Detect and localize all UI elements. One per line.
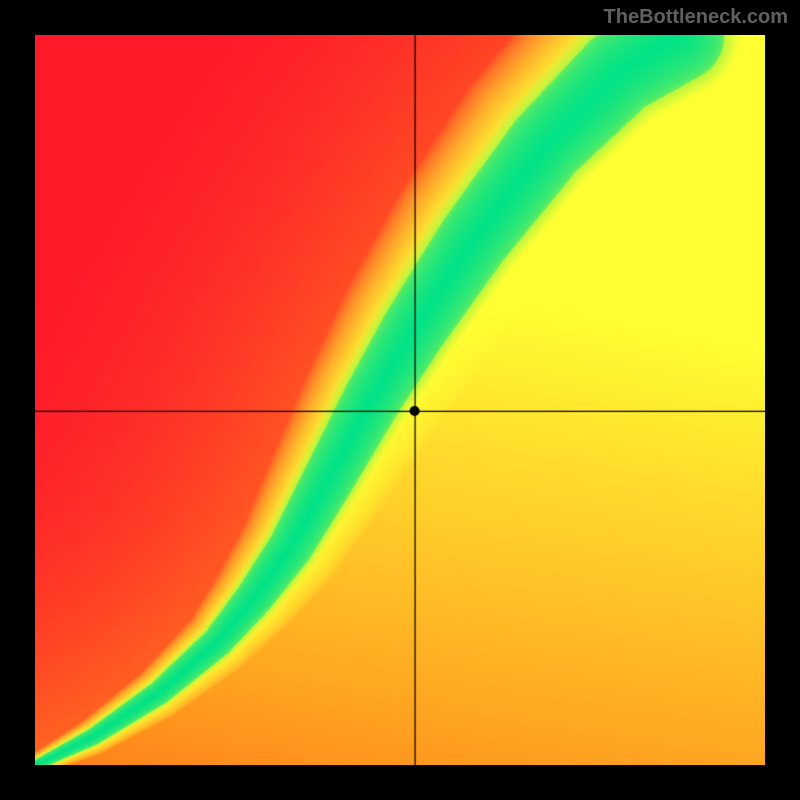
- heatmap-canvas: [35, 35, 765, 765]
- watermark-text: TheBottleneck.com: [604, 6, 788, 29]
- chart-container: TheBottleneck.com: [0, 0, 800, 800]
